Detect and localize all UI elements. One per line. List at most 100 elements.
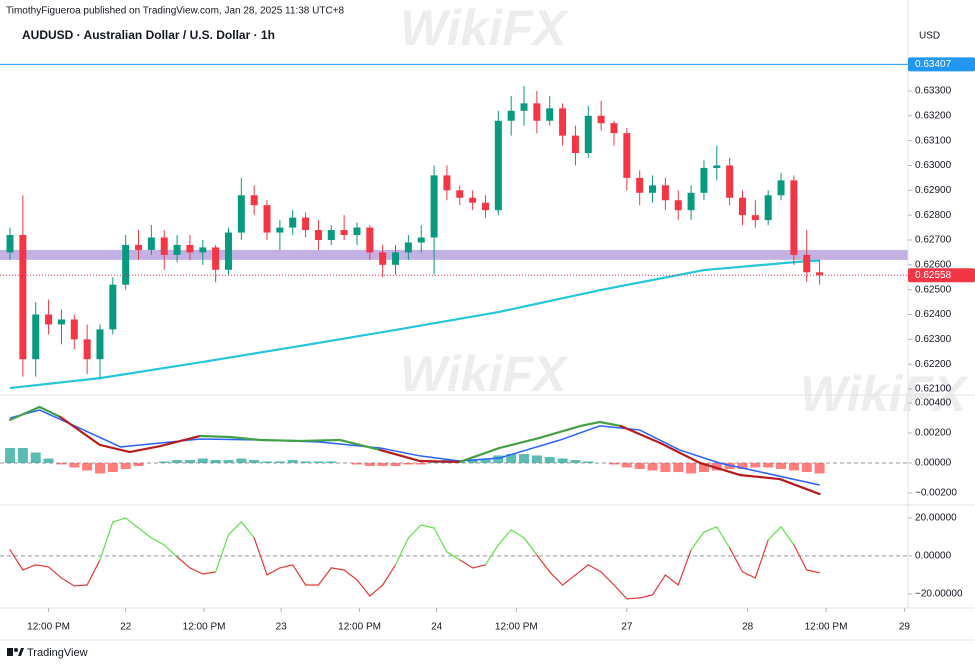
x-tick-label: 27 [621,622,633,633]
oscillator-segment [112,517,127,523]
candle-body [469,197,477,203]
oscillator-segment [176,556,191,569]
candle-body [250,195,258,206]
candle-body [661,185,669,201]
macd-segment [738,473,781,481]
candle-body [45,314,53,325]
histogram-bar [133,462,144,466]
oscillator-segment [677,549,692,586]
oscillator-segment [459,559,474,569]
histogram-bar [686,462,697,474]
candle-body [96,329,104,360]
oscillator-segment [793,544,808,571]
histogram-bar [763,462,774,468]
macd-segment [228,435,262,442]
candle-body [147,237,155,250]
macd-segment [579,420,601,428]
histogram-bar [544,456,555,463]
x-tick-label: 12:00 PM [27,622,70,633]
x-tick-label: 29 [899,622,911,633]
y-tick-label: 20.00000 [915,513,957,524]
candle-body [327,230,335,240]
candle-body [777,180,785,196]
oscillator-segment [741,571,756,579]
histogram-bar [223,459,234,463]
candle-body [417,237,425,243]
candle-body [109,284,117,330]
histogram-bar [274,461,285,463]
oscillator-segment [292,564,307,586]
macd-segment [778,477,821,496]
candle-body [571,135,579,154]
histogram-bar [788,462,799,471]
y-tick-label: 0.62400 [915,309,952,320]
histogram-bar [531,455,542,463]
candle-body [173,244,181,255]
histogram-bar [621,462,632,468]
candle-body [764,195,772,221]
y-tick-label: 0.63300 [915,86,952,97]
oscillator-segment [613,584,628,600]
histogram-bar [56,462,67,465]
watermark: WikiFX [800,366,969,422]
histogram-bar [608,462,619,465]
candle-body [559,108,567,136]
x-tick-label: 24 [431,622,443,633]
macd-segment [98,443,131,454]
oscillator-segment [382,564,397,586]
x-tick-label: 12:00 PM [183,622,226,633]
candle-body [546,108,554,121]
x-tick-label: 12:00 PM [338,622,381,633]
histogram-bar [660,462,671,472]
candle-body [430,175,438,238]
oscillator-segment [317,567,332,586]
histogram-bar [403,462,414,465]
brand-logo [7,648,24,656]
macd-segment [299,438,342,443]
candle-body [533,103,541,121]
oscillator-segment [394,537,409,566]
x-tick-label: 23 [276,622,288,633]
histogram-bar [634,462,645,469]
y-tick-label: 0.62800 [915,210,952,221]
histogram-bar [236,458,247,463]
histogram-bar [570,459,581,463]
macd-segment [498,436,541,450]
oscillator-segment [125,517,140,529]
candle-body [289,217,297,228]
candle-body [597,115,605,124]
histogram-bar [43,458,54,463]
plot-area [0,63,908,600]
histogram-bar [300,461,311,463]
price-label: 0.63407 [915,59,952,70]
price-label: 0.62558 [915,270,952,281]
oscillator-segment [510,529,525,539]
zone [0,249,908,260]
oscillator-segment [253,537,268,576]
oscillator-segment [536,554,551,573]
x-tick-label: 12:00 PM [495,622,538,633]
candle-body [32,314,40,360]
oscillator-segment [433,527,448,553]
histogram-bar [416,462,427,465]
candle-body [224,232,232,270]
histogram-bar [364,462,375,466]
histogram-bar [801,462,812,472]
oscillator-segment [549,571,564,586]
oscillator-segment [99,521,114,561]
histogram-bar [480,458,491,463]
watermark: WikiFX [400,0,569,56]
oscillator-segment [690,531,705,551]
histogram-bar [776,462,787,469]
candle-body [314,230,322,240]
candle-body [649,185,657,193]
y-tick-label: −0.00200 [915,488,957,499]
candle-body [83,339,91,360]
y-tick-label: 0.63000 [915,160,952,171]
brand: TradingView [27,647,88,659]
macd-segment [199,434,231,439]
oscillator-segment [664,574,679,586]
moving-average [9,259,820,390]
oscillator-segment [60,577,75,587]
y-tick-label: 0.62200 [915,359,952,370]
